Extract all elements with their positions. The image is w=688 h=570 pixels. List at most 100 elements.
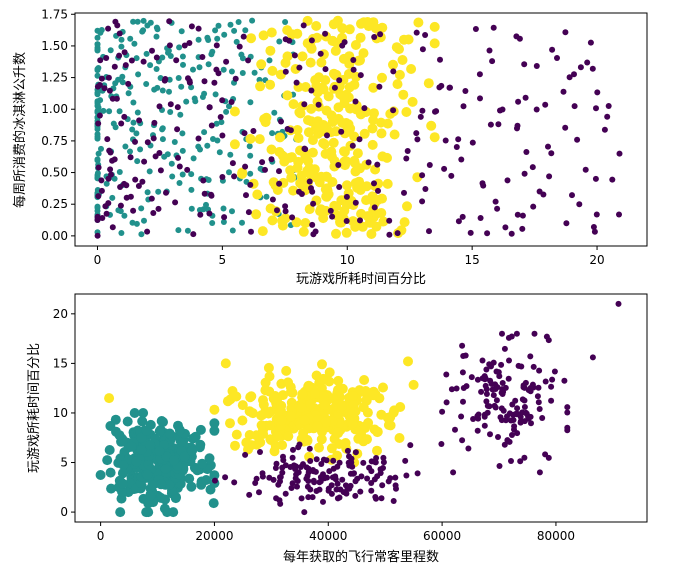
bottom-point-class2	[169, 455, 179, 466]
top-point-class3	[376, 208, 387, 218]
top-point-class1	[592, 175, 599, 182]
top-point-class3	[254, 134, 265, 145]
top-point-class1	[197, 211, 204, 218]
top-point-class2	[266, 57, 273, 64]
top-point-class2	[153, 66, 160, 72]
top-point-class1	[173, 57, 180, 64]
top-point-class1	[350, 66, 357, 73]
top-point-class3	[344, 82, 355, 93]
bottom-point-class3	[326, 443, 337, 454]
top-point-class2	[116, 169, 123, 175]
top-point-class3	[246, 33, 257, 44]
top-point-class3	[322, 184, 333, 195]
top-x-tick-label: 20	[589, 253, 604, 267]
top-point-class1	[508, 230, 515, 237]
top-point-class2	[218, 119, 225, 126]
top-point-class3	[265, 45, 276, 56]
top-point-class1	[582, 166, 589, 173]
top-point-class3	[297, 51, 308, 62]
top-point-class2	[146, 168, 153, 175]
top-point-class1	[136, 117, 143, 124]
bottom-point-class1	[407, 442, 414, 449]
bottom-point-class3	[222, 396, 233, 407]
top-point-class1	[241, 130, 248, 137]
top-point-class1	[413, 130, 420, 137]
top-point-class1	[130, 207, 137, 214]
top-point-class3	[337, 117, 348, 128]
top-point-class3	[399, 217, 410, 228]
top-point-class2	[190, 66, 196, 73]
top-point-class1	[417, 113, 424, 120]
top-point-class1	[201, 78, 208, 85]
top-point-class1	[371, 204, 378, 211]
bottom-point-class1	[351, 470, 357, 477]
bottom-point-class1	[481, 411, 488, 418]
bottom-point-class3	[268, 393, 279, 404]
top-point-class3	[291, 217, 302, 228]
top-point-class1	[484, 230, 491, 237]
top-point-class2	[168, 160, 175, 167]
bottom-point-class1	[313, 456, 320, 463]
top-point-class3	[376, 128, 387, 139]
bottom-point-class1	[505, 375, 512, 382]
top-x-ticks: 0 5 10 15 20	[94, 246, 605, 267]
bottom-point-class1	[487, 377, 494, 384]
top-point-class2	[154, 84, 161, 91]
top-point-class1	[414, 136, 421, 143]
bottom-point-class1	[536, 367, 543, 374]
bottom-point-class2	[138, 408, 149, 418]
top-point-class1	[95, 193, 102, 200]
top-point-class2	[226, 169, 232, 176]
top-point-class3	[355, 32, 366, 43]
bottom-point-class1	[542, 451, 549, 458]
bottom-point-class1	[536, 469, 543, 476]
bottom-point-class1	[352, 449, 359, 456]
bottom-y-tick-label: 5	[60, 456, 68, 470]
top-point-class3	[339, 205, 350, 216]
top-point-class1	[356, 136, 363, 143]
top-point-class1	[560, 88, 567, 95]
top-point-class1	[502, 224, 509, 231]
top-point-class2	[212, 91, 219, 98]
top-point-class1	[206, 104, 213, 111]
top-point-class3	[328, 19, 339, 30]
bottom-point-class1	[212, 477, 218, 484]
top-y-axis-label: 每周所消费的冰淇淋公升数	[12, 52, 28, 208]
top-point-class2	[94, 131, 101, 138]
bottom-point-class2	[154, 426, 165, 437]
bottom-point-class1	[545, 337, 552, 344]
bottom-point-class1	[352, 492, 359, 499]
top-point-class3	[331, 201, 342, 212]
top-point-class1	[542, 101, 549, 108]
bottom-point-class1	[501, 441, 508, 448]
top-point-class1	[605, 103, 612, 109]
top-point-class2	[130, 99, 137, 106]
bottom-point-class3	[244, 430, 255, 440]
top-point-class1	[163, 189, 169, 196]
top-point-class1	[343, 193, 350, 200]
top-point-class3	[361, 195, 372, 206]
bottom-point-class2	[142, 469, 153, 480]
top-point-class2	[137, 146, 144, 153]
top-point-class3	[359, 128, 370, 139]
top-point-class1	[386, 231, 393, 238]
bottom-point-class1	[517, 419, 524, 426]
top-point-class3	[258, 30, 269, 41]
bottom-point-class1	[303, 475, 310, 482]
top-point-class1	[291, 52, 298, 59]
top-point-class1	[250, 128, 257, 134]
bottom-point-class1	[539, 415, 546, 421]
bottom-point-class3	[368, 390, 379, 401]
top-point-class1	[515, 98, 522, 105]
top-point-class1	[122, 62, 129, 69]
top-point-class3	[429, 38, 440, 49]
bottom-point-class3	[281, 365, 292, 376]
top-point-class3	[284, 152, 295, 163]
top-point-class3	[265, 79, 276, 90]
bottom-point-class2	[208, 498, 219, 509]
bottom-scatter-points	[95, 300, 622, 518]
bottom-point-class1	[508, 333, 515, 340]
bottom-point-class3	[272, 431, 283, 442]
bottom-point-class3	[317, 374, 328, 385]
top-point-class1	[148, 195, 155, 202]
